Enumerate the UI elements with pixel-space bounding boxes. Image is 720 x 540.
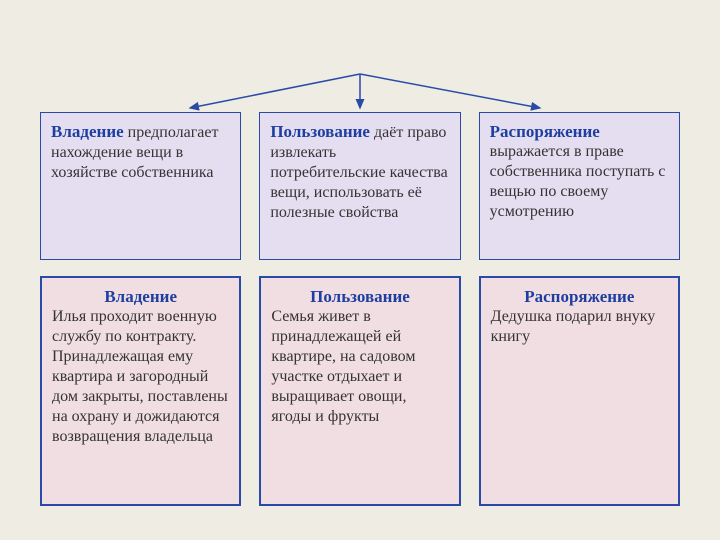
example-box-possession: Владение Илья проходит военную службу по… bbox=[40, 276, 241, 506]
definition-title: Владение bbox=[51, 122, 124, 141]
examples-row: Владение Илья проходит военную службу по… bbox=[40, 276, 680, 506]
definition-box-disposal: Распоряжение выражается в праве собствен… bbox=[479, 112, 680, 260]
definition-title: Распоряжение bbox=[490, 122, 600, 141]
definition-box-use: Пользование даёт право извлекать потреби… bbox=[259, 112, 460, 260]
example-box-use: Пользование Семья живет в принадлежащей … bbox=[259, 276, 460, 506]
example-body: Илья проходит военную службу по контракт… bbox=[52, 307, 229, 447]
example-title: Распоряжение bbox=[491, 286, 668, 307]
definition-title: Пользование bbox=[270, 122, 370, 141]
definitions-row: Владение предполагает нахождение вещи в … bbox=[40, 112, 680, 260]
example-title: Владение bbox=[52, 286, 229, 307]
definition-body: выражается в праве собственника поступат… bbox=[490, 143, 666, 220]
example-box-disposal: Распоряжение Дедушка подарил внуку книгу bbox=[479, 276, 680, 506]
example-body: Дедушка подарил внуку книгу bbox=[491, 307, 668, 347]
example-body: Семья живет в принадлежащей ей квартире,… bbox=[271, 307, 448, 427]
definition-box-possession: Владение предполагает нахождение вещи в … bbox=[40, 112, 241, 260]
example-title: Пользование bbox=[271, 286, 448, 307]
